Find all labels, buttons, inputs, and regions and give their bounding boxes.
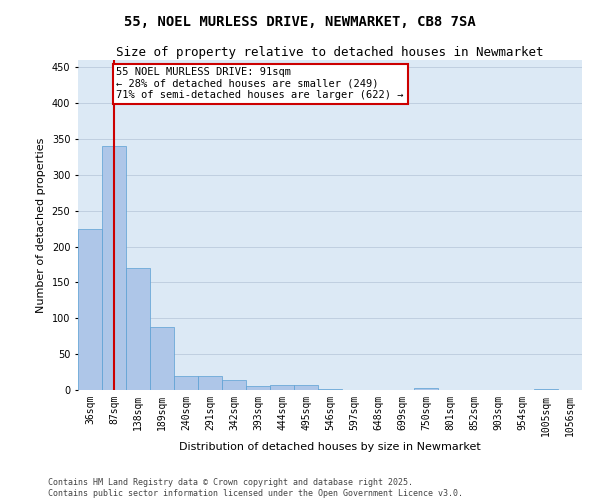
Bar bbox=[102, 146, 126, 390]
Bar bbox=[246, 386, 270, 390]
Bar bbox=[126, 268, 150, 390]
Bar bbox=[198, 376, 222, 390]
Bar bbox=[174, 376, 198, 390]
Text: 55 NOEL MURLESS DRIVE: 91sqm
← 28% of detached houses are smaller (249)
71% of s: 55 NOEL MURLESS DRIVE: 91sqm ← 28% of de… bbox=[116, 67, 404, 100]
Bar bbox=[318, 388, 342, 390]
Y-axis label: Number of detached properties: Number of detached properties bbox=[36, 138, 46, 312]
Bar bbox=[222, 380, 246, 390]
Text: Contains HM Land Registry data © Crown copyright and database right 2025.
Contai: Contains HM Land Registry data © Crown c… bbox=[48, 478, 463, 498]
Title: Size of property relative to detached houses in Newmarket: Size of property relative to detached ho… bbox=[116, 46, 544, 59]
Bar bbox=[78, 228, 102, 390]
Text: 55, NOEL MURLESS DRIVE, NEWMARKET, CB8 7SA: 55, NOEL MURLESS DRIVE, NEWMARKET, CB8 7… bbox=[124, 15, 476, 29]
X-axis label: Distribution of detached houses by size in Newmarket: Distribution of detached houses by size … bbox=[179, 442, 481, 452]
Bar bbox=[294, 385, 318, 390]
Bar bbox=[270, 385, 294, 390]
Bar bbox=[414, 388, 438, 390]
Bar bbox=[150, 327, 174, 390]
